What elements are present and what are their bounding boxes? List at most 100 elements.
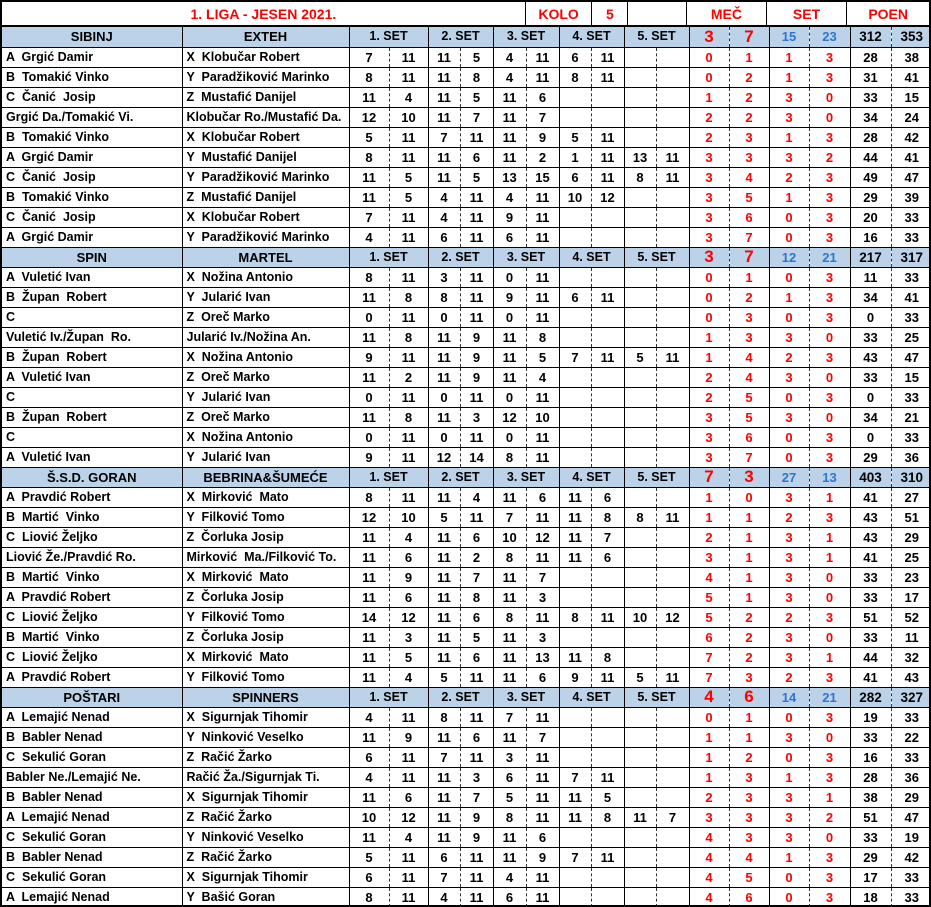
match-row: B Martić Vinko Z Čorluka Josip 11 3 11 5 11 3 6 2… xyxy=(2,626,929,647)
set-score-away: 8 xyxy=(388,326,428,347)
away-player-cell: X Sigurnjak Tihomir xyxy=(181,786,349,807)
set-score-home: 12 xyxy=(348,506,389,527)
away-player-cell: X Klobučar Robert xyxy=(181,206,349,227)
set-score-home: 8 xyxy=(492,546,526,567)
set-score-home xyxy=(623,646,656,667)
set-score-away: 6 xyxy=(459,726,493,747)
set-score-away: 9 xyxy=(459,346,493,367)
set-score-away: 8 xyxy=(590,806,624,827)
sets-result-away: 3 xyxy=(808,666,850,687)
match-row: Grgić Da./Tomakić Vi. Klobučar Ro./Mustaf… xyxy=(2,106,929,127)
set-score-home: 11 xyxy=(427,606,460,627)
set-score-home: 8 xyxy=(348,66,389,87)
points-home: 16 xyxy=(849,226,891,247)
points-away: 41 xyxy=(890,66,929,87)
sets-result-home: 3 xyxy=(768,146,809,167)
set-score-home: 14 xyxy=(348,606,389,627)
set-score-home: 4 xyxy=(348,226,389,247)
home-player-cell: A Vuletić Ivan xyxy=(2,446,182,467)
mec-running-home: 1 xyxy=(688,746,729,767)
sets-result-away: 1 xyxy=(808,546,850,567)
sets-result-home: 3 xyxy=(768,826,809,847)
set-score-away: 6 xyxy=(590,546,624,567)
set-score-home: 13 xyxy=(623,146,656,167)
mec-running-away: 2 xyxy=(728,86,769,107)
set-score-home: 4 xyxy=(427,206,460,227)
set-score-away: 9 xyxy=(388,726,428,747)
mec-running-away: 7 xyxy=(728,446,769,467)
set-score-home: 11 xyxy=(427,546,460,567)
points-home: 28 xyxy=(849,766,891,787)
set-score-home: 0 xyxy=(492,266,526,287)
points-away: 33 xyxy=(890,426,929,447)
set-score-away xyxy=(590,366,624,387)
sets-result-away: 3 xyxy=(808,46,850,67)
home-player-cell: B Martić Vinko xyxy=(2,506,182,527)
set-score-away: 8 xyxy=(590,506,624,527)
set-score-away xyxy=(590,206,624,227)
sets-result-home: 3 xyxy=(768,586,809,607)
home-player-cell: B Babler Nenad xyxy=(2,846,182,867)
mec-running-away: 4 xyxy=(728,346,769,367)
set-score-home: 6 xyxy=(427,226,460,247)
sets-result-away: 0 xyxy=(808,86,850,107)
sets-result-away: 3 xyxy=(808,386,850,407)
set-score-away: 6 xyxy=(388,546,428,567)
set-score-away xyxy=(590,706,624,727)
match-row: C Liović Željko X Mirković Mato 11 5 11 6 11 13… xyxy=(2,646,929,667)
match-row: C Liović Željko Y Filković Tomo 14 12 11 6 8 11… xyxy=(2,606,929,627)
set-score-away: 5 xyxy=(388,186,428,207)
set-score-away: 13 xyxy=(525,646,559,667)
set-score-away xyxy=(655,386,689,407)
sets-result-away: 3 xyxy=(808,306,850,327)
set-score-home xyxy=(623,386,656,407)
match-row: C Čanić Josip X Klobučar Robert 7 11 4 11 9 11 3… xyxy=(2,206,929,227)
set-score-home: 11 xyxy=(348,826,389,847)
set-number-header: 2. SET xyxy=(427,466,493,487)
set-score-home: 7 xyxy=(427,866,460,887)
set-score-away: 11 xyxy=(590,846,624,867)
set-score-home: 11 xyxy=(348,786,389,807)
set-score-home xyxy=(558,206,591,227)
set-score-away: 11 xyxy=(525,706,559,727)
away-player-cell: X Mirković Mato xyxy=(181,566,349,587)
set-score-home: 11 xyxy=(427,366,460,387)
set-score-home: 13 xyxy=(492,166,526,187)
home-points-total: 282 xyxy=(849,686,891,707)
sets-result-away: 3 xyxy=(808,886,850,905)
set-number-header: 3. SET xyxy=(492,27,559,47)
set-score-away: 11 xyxy=(525,786,559,807)
away-mec-total: 7 xyxy=(728,27,769,47)
set-score-away: 6 xyxy=(388,786,428,807)
set-score-away xyxy=(655,586,689,607)
points-home: 28 xyxy=(849,126,891,147)
points-away: 33 xyxy=(890,266,929,287)
home-player-cell: A Pravdić Robert xyxy=(2,486,182,507)
match-row: B Martić Vinko X Mirković Mato 11 9 11 7 11 7 4 1… xyxy=(2,566,929,587)
set-score-away: 11 xyxy=(525,886,559,905)
match-row: Babler Ne./Lemajić Ne. Račić Ža./Sigurnja… xyxy=(2,766,929,787)
set-score-away xyxy=(590,886,624,905)
set-number-header: 5. SET xyxy=(623,686,689,707)
mec-running-away: 1 xyxy=(728,266,769,287)
points-away: 15 xyxy=(890,366,929,387)
set-score-away: 6 xyxy=(525,486,559,507)
sets-result-home: 0 xyxy=(768,746,809,767)
mec-running-home: 7 xyxy=(688,646,729,667)
away-player-cell: Z Mustafić Danijel xyxy=(181,186,349,207)
set-score-away: 3 xyxy=(388,626,428,647)
match-row: C Liović Željko Z Čorluka Josip 11 4 11 6 10 12… xyxy=(2,526,929,547)
set-score-home: 11 xyxy=(348,166,389,187)
set-score-home: 5 xyxy=(492,786,526,807)
away-player-cell: Račić Ža./Sigurnjak Ti. xyxy=(181,766,349,787)
set-score-home: 11 xyxy=(427,626,460,647)
set-score-away xyxy=(655,866,689,887)
set-number-header: 3. SET xyxy=(492,686,559,707)
set-score-away: 11 xyxy=(388,146,428,167)
match-row: C Sekulić Goran Z Račić Žarko 6 11 7 11 3 11 1 2 0… xyxy=(2,746,929,767)
set-score-away: 2 xyxy=(459,546,493,567)
mec-running-away: 2 xyxy=(728,66,769,87)
sets-result-home: 3 xyxy=(768,786,809,807)
sets-result-away: 0 xyxy=(808,586,850,607)
